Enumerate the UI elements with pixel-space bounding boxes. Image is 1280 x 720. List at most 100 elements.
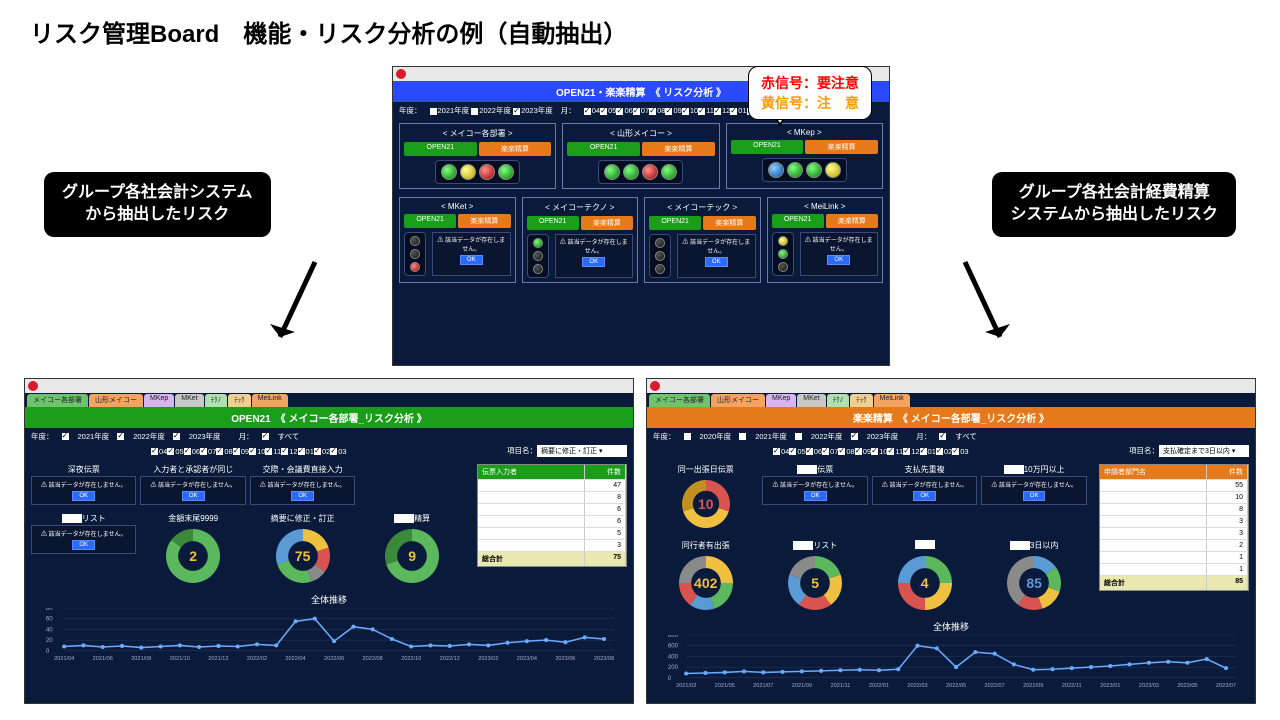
org-tab[interactable]: MeiLink: [252, 394, 288, 407]
org-tab[interactable]: 山形メイコー: [89, 394, 143, 407]
checkbox-label: 2022年度: [811, 431, 843, 442]
org-tab[interactable]: MKep: [144, 394, 174, 407]
month-checkbox[interactable]: [584, 108, 591, 115]
window-titlebar: [647, 379, 1255, 393]
month-checkbox[interactable]: [151, 448, 158, 455]
svg-text:2021/12: 2021/12: [208, 656, 228, 662]
ok-button[interactable]: OK: [291, 491, 314, 501]
ok-button[interactable]: OK: [460, 255, 483, 265]
month-checkbox[interactable]: [838, 448, 845, 455]
open21-button[interactable]: OPEN21: [772, 214, 824, 228]
open21-button[interactable]: OPEN21: [404, 214, 456, 228]
month-checkbox[interactable]: [330, 448, 337, 455]
month-checkbox[interactable]: [314, 448, 321, 455]
open21-button[interactable]: OPEN21: [404, 142, 477, 156]
checkbox[interactable]: [117, 433, 124, 440]
status-light-icon: [533, 251, 543, 261]
checkbox[interactable]: [684, 433, 691, 440]
org-tab[interactable]: MKet: [175, 394, 203, 407]
checkbox[interactable]: [851, 433, 858, 440]
month-checkbox[interactable]: [633, 108, 640, 115]
month-checkbox[interactable]: [730, 108, 737, 115]
month-checkbox[interactable]: [298, 448, 305, 455]
rakuraku-button[interactable]: 楽楽精算: [826, 214, 878, 228]
org-tab[interactable]: MeiLink: [874, 394, 910, 407]
filter-select[interactable]: 摘要に修正・訂正 ▾: [537, 445, 627, 457]
rakuraku-button[interactable]: 楽楽精算: [703, 216, 755, 230]
svg-text:2023/01: 2023/01: [1100, 683, 1120, 689]
open21-button[interactable]: OPEN21: [731, 140, 804, 154]
rakuraku-button[interactable]: 楽楽精算: [458, 214, 510, 228]
all-checkbox[interactable]: [939, 433, 946, 440]
month-checkbox[interactable]: [698, 108, 705, 115]
month-checkbox[interactable]: [184, 448, 191, 455]
month-checkbox[interactable]: [789, 448, 796, 455]
rakuraku-button[interactable]: 楽楽精算: [581, 216, 633, 230]
open21-button[interactable]: OPEN21: [649, 216, 701, 230]
month-checkbox[interactable]: [871, 448, 878, 455]
month-checkbox[interactable]: [806, 448, 813, 455]
month-checkbox[interactable]: [822, 448, 829, 455]
ok-button[interactable]: OK: [705, 257, 728, 267]
rakuraku-button[interactable]: 楽楽精算: [479, 142, 552, 156]
month-checkbox[interactable]: [249, 448, 256, 455]
rakuraku-button[interactable]: 楽楽精算: [642, 142, 715, 156]
month-checkbox[interactable]: [855, 448, 862, 455]
checkbox[interactable]: [173, 433, 180, 440]
month-checkbox[interactable]: [773, 448, 780, 455]
ok-button[interactable]: OK: [804, 491, 827, 501]
rakuraku-button[interactable]: 楽楽精算: [805, 140, 878, 154]
org-tab[interactable]: ﾃｸﾉ: [827, 394, 850, 407]
ok-button[interactable]: OK: [72, 491, 95, 501]
month-checkbox[interactable]: [167, 448, 174, 455]
ok-button[interactable]: OK: [1023, 491, 1046, 501]
org-tab[interactable]: メイコー各部署: [27, 394, 88, 407]
month-checkbox[interactable]: [265, 448, 272, 455]
month-checkbox[interactable]: [920, 448, 927, 455]
month-checkbox[interactable]: [200, 448, 207, 455]
risk-label: 摘要に修正・訂正: [250, 513, 355, 523]
ok-button[interactable]: OK: [913, 491, 936, 501]
risk-item: 10万円以上 ⚠ 該当データが存在しません。OK: [981, 464, 1086, 532]
svg-text:2021/09: 2021/09: [792, 683, 812, 689]
month-checkbox[interactable]: [714, 108, 721, 115]
org-tab[interactable]: メイコー各部署: [649, 394, 710, 407]
month-checkbox[interactable]: [936, 448, 943, 455]
checkbox[interactable]: [62, 433, 69, 440]
month-checkbox[interactable]: [903, 448, 910, 455]
ok-button[interactable]: OK: [72, 540, 95, 550]
ok-button[interactable]: OK: [182, 491, 205, 501]
nodata-card: ⚠ 該当データが存在しません。OK: [800, 232, 879, 276]
org-box: < メイコーテック > OPEN21 楽楽精算 ⚠ 該当データが存在しません。O…: [644, 197, 761, 283]
all-checkbox[interactable]: [262, 433, 269, 440]
org-tab[interactable]: 山形メイコー: [711, 394, 765, 407]
checkbox[interactable]: [739, 433, 746, 440]
status-light-icon: [661, 164, 677, 180]
month-checkbox[interactable]: [216, 448, 223, 455]
month-checkbox[interactable]: [665, 108, 672, 115]
ok-button[interactable]: OK: [582, 257, 605, 267]
month-checkbox[interactable]: [887, 448, 894, 455]
ok-button[interactable]: OK: [827, 255, 850, 265]
checkbox[interactable]: [471, 108, 478, 115]
checkbox[interactable]: [430, 108, 437, 115]
org-tab[interactable]: ﾃｸﾉ: [205, 394, 228, 407]
checkbox[interactable]: [795, 433, 802, 440]
open21-button[interactable]: OPEN21: [567, 142, 640, 156]
month-checkbox[interactable]: [682, 108, 689, 115]
checkbox[interactable]: [513, 108, 520, 115]
org-tab[interactable]: ﾃｯｸ: [850, 394, 873, 407]
month-checkbox[interactable]: [233, 448, 240, 455]
month-checkbox[interactable]: [649, 108, 656, 115]
open21-button[interactable]: OPEN21: [527, 216, 579, 230]
filter-select[interactable]: 支払確定まで3日以内 ▾: [1159, 445, 1249, 457]
org-tab[interactable]: MKep: [766, 394, 796, 407]
month-checkbox[interactable]: [281, 448, 288, 455]
org-tab[interactable]: MKet: [797, 394, 825, 407]
month-checkbox[interactable]: [616, 108, 623, 115]
org-tab[interactable]: ﾃｯｸ: [228, 394, 251, 407]
status-light-icon: [825, 162, 841, 178]
month-checkbox[interactable]: [952, 448, 959, 455]
month-checkbox[interactable]: [600, 108, 607, 115]
app-logo-icon: [28, 381, 38, 391]
